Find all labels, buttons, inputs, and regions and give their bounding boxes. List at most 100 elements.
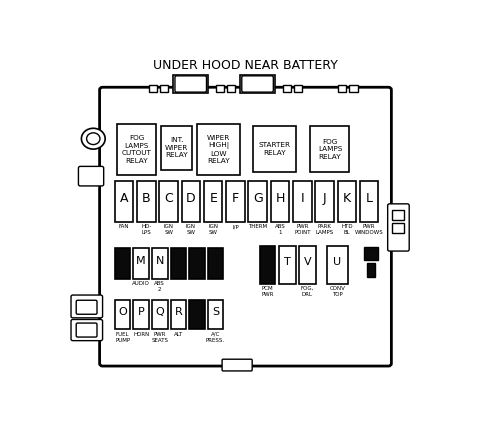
Bar bbox=[204, 181, 222, 222]
FancyBboxPatch shape bbox=[76, 323, 97, 337]
Text: HTD
BL: HTD BL bbox=[341, 224, 353, 235]
Text: FOG
LAMPS
RELAY: FOG LAMPS RELAY bbox=[318, 139, 342, 159]
Bar bbox=[226, 181, 245, 222]
Text: UNDER HOOD NEAR BATTERY: UNDER HOOD NEAR BATTERY bbox=[153, 59, 338, 72]
Text: IGN
SW: IGN SW bbox=[208, 224, 218, 235]
Bar bbox=[137, 181, 156, 222]
Text: ALT: ALT bbox=[174, 332, 183, 337]
Bar bbox=[207, 248, 223, 279]
Bar bbox=[392, 210, 404, 220]
FancyBboxPatch shape bbox=[242, 76, 274, 92]
Bar bbox=[197, 124, 240, 175]
Text: ABS
1: ABS 1 bbox=[274, 224, 285, 235]
Text: J: J bbox=[323, 192, 326, 205]
Text: O: O bbox=[118, 307, 127, 317]
Text: P: P bbox=[138, 307, 145, 317]
Bar bbox=[338, 85, 346, 93]
Text: M: M bbox=[137, 256, 146, 266]
Text: U: U bbox=[333, 257, 342, 267]
Bar bbox=[160, 85, 168, 93]
Bar bbox=[161, 126, 193, 170]
Text: PCM
PWR: PCM PWR bbox=[261, 286, 274, 297]
Text: FAN: FAN bbox=[119, 224, 129, 229]
Bar bbox=[152, 248, 168, 279]
Text: A/C
PRESS.: A/C PRESS. bbox=[206, 332, 225, 343]
Bar bbox=[315, 181, 334, 222]
Text: PWR
SEATS: PWR SEATS bbox=[151, 332, 168, 343]
Bar bbox=[207, 300, 223, 329]
Bar bbox=[350, 85, 358, 93]
Bar bbox=[189, 248, 205, 279]
Text: WIPER
HIGH|
LOW
RELAY: WIPER HIGH| LOW RELAY bbox=[207, 135, 230, 164]
Bar bbox=[115, 248, 130, 279]
FancyBboxPatch shape bbox=[100, 87, 391, 366]
Text: A: A bbox=[120, 192, 128, 205]
Bar bbox=[367, 264, 376, 277]
Text: IGN
SW: IGN SW bbox=[164, 224, 174, 235]
Text: V: V bbox=[304, 257, 311, 267]
FancyBboxPatch shape bbox=[71, 295, 103, 318]
Text: F: F bbox=[232, 192, 239, 205]
Bar bbox=[327, 246, 348, 284]
Text: HORN: HORN bbox=[133, 332, 149, 337]
FancyBboxPatch shape bbox=[175, 76, 206, 92]
Bar bbox=[279, 246, 296, 284]
FancyBboxPatch shape bbox=[388, 204, 409, 251]
Text: K: K bbox=[343, 192, 351, 205]
Bar bbox=[133, 248, 149, 279]
Text: THERM: THERM bbox=[248, 224, 267, 229]
Bar bbox=[189, 300, 205, 329]
Bar bbox=[271, 181, 289, 222]
Text: H: H bbox=[275, 192, 285, 205]
Bar bbox=[294, 85, 302, 93]
Bar bbox=[283, 85, 291, 93]
Text: IGN
SW: IGN SW bbox=[186, 224, 196, 235]
Text: FOG
LAMPS
CUTOUT
RELAY: FOG LAMPS CUTOUT RELAY bbox=[122, 135, 152, 164]
Text: N: N bbox=[156, 256, 164, 266]
Text: E: E bbox=[209, 192, 217, 205]
Bar bbox=[160, 181, 178, 222]
FancyBboxPatch shape bbox=[79, 166, 103, 186]
Text: HD-
LPS: HD- LPS bbox=[141, 224, 151, 235]
Bar bbox=[115, 300, 130, 329]
Bar bbox=[364, 247, 378, 260]
Text: G: G bbox=[253, 192, 262, 205]
Bar bbox=[173, 75, 208, 93]
Bar bbox=[338, 181, 356, 222]
Text: STARTER
RELAY: STARTER RELAY bbox=[258, 143, 290, 156]
Text: Q: Q bbox=[155, 307, 164, 317]
Text: D: D bbox=[186, 192, 196, 205]
Text: I/P: I/P bbox=[232, 224, 239, 229]
Text: PWR
WINDOWS: PWR WINDOWS bbox=[355, 224, 384, 235]
Bar bbox=[117, 124, 156, 175]
Text: I: I bbox=[300, 192, 304, 205]
FancyBboxPatch shape bbox=[222, 359, 252, 371]
Bar bbox=[249, 181, 267, 222]
Text: ABS
2: ABS 2 bbox=[154, 281, 165, 292]
Bar bbox=[240, 75, 275, 93]
Text: FOG,
DRL: FOG, DRL bbox=[301, 286, 314, 297]
FancyBboxPatch shape bbox=[71, 319, 103, 341]
Bar bbox=[310, 126, 350, 172]
Bar bbox=[253, 126, 296, 172]
Bar bbox=[227, 85, 235, 93]
Bar bbox=[216, 85, 224, 93]
Text: B: B bbox=[142, 192, 151, 205]
Bar bbox=[115, 181, 133, 222]
Bar bbox=[171, 248, 186, 279]
Text: INT.
WIPER
RELAY: INT. WIPER RELAY bbox=[165, 137, 188, 158]
Circle shape bbox=[81, 128, 105, 149]
Text: CONV
TOP: CONV TOP bbox=[330, 286, 345, 297]
Circle shape bbox=[87, 133, 100, 145]
Text: C: C bbox=[164, 192, 173, 205]
Bar bbox=[182, 181, 200, 222]
Text: FUEL
PUMP: FUEL PUMP bbox=[115, 332, 130, 343]
FancyBboxPatch shape bbox=[76, 300, 97, 314]
Text: AUDIO: AUDIO bbox=[132, 281, 150, 286]
Bar bbox=[299, 246, 316, 284]
Bar bbox=[360, 181, 378, 222]
Text: L: L bbox=[365, 192, 373, 205]
Bar bbox=[293, 181, 311, 222]
Text: PARK
LAMPS: PARK LAMPS bbox=[316, 224, 334, 235]
Text: T: T bbox=[284, 257, 291, 267]
